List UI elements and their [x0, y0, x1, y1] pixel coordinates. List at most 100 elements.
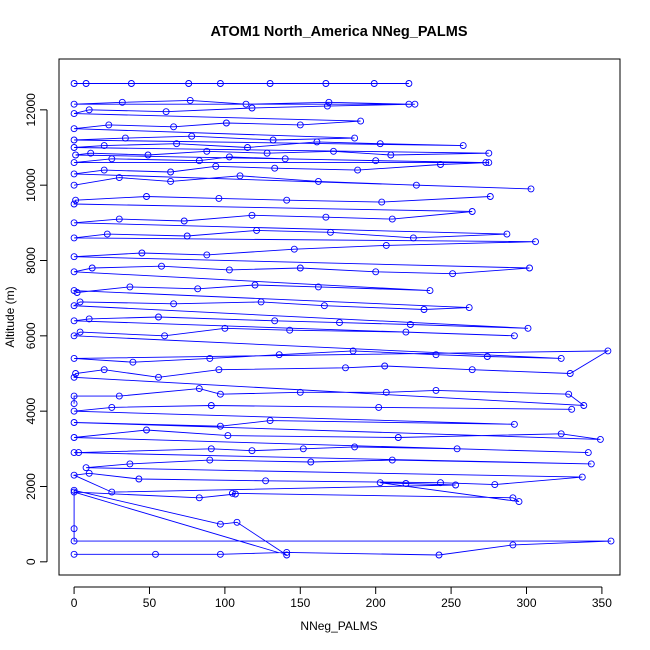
- data-point: [225, 266, 233, 274]
- data-point: [580, 402, 588, 409]
- data-point: [283, 196, 291, 204]
- data-point: [216, 390, 224, 398]
- data-point: [129, 358, 137, 366]
- data-point: [269, 136, 277, 144]
- data-point: [394, 434, 402, 441]
- data-point: [70, 449, 78, 457]
- data-point: [105, 121, 113, 129]
- data-point: [281, 155, 289, 163]
- x-axis: 0 50 100 150 200 250 300 350: [71, 586, 612, 610]
- data-point: [376, 479, 384, 487]
- data-point: [138, 249, 146, 257]
- x-tick-label: 250: [441, 596, 461, 610]
- y-tick-label: 12000: [24, 93, 38, 127]
- data-point: [435, 551, 443, 559]
- data-point: [70, 332, 78, 340]
- data-point: [314, 177, 322, 185]
- y-axis: 0 2000 4000 6000 8000 10000 12000: [24, 93, 48, 565]
- data-point: [578, 473, 586, 481]
- data-point: [155, 373, 162, 381]
- data-point: [420, 306, 428, 313]
- data-point: [82, 80, 90, 87]
- data-point: [216, 422, 224, 430]
- data-point: [432, 351, 440, 359]
- data-point: [426, 287, 434, 295]
- data-point: [378, 198, 386, 206]
- y-tick-label: 0: [24, 558, 38, 565]
- data-point: [188, 132, 196, 140]
- data-point: [212, 162, 220, 170]
- data-point: [216, 520, 224, 528]
- data-point: [437, 161, 444, 168]
- data-point: [70, 100, 78, 108]
- data-point: [231, 490, 239, 498]
- data-point: [100, 142, 108, 150]
- data-point: [604, 347, 612, 355]
- data-point: [409, 234, 417, 242]
- data-point: [222, 119, 230, 127]
- data-point: [266, 80, 274, 87]
- data-point: [195, 494, 203, 502]
- y-tick-label: 10000: [24, 168, 38, 202]
- data-point: [370, 80, 378, 87]
- data-point: [70, 317, 78, 325]
- data-point: [70, 392, 78, 400]
- data-point: [203, 251, 211, 259]
- series-line-1: [72, 196, 610, 407]
- data-point: [70, 407, 78, 415]
- data-point: [468, 366, 476, 374]
- data-point: [207, 445, 215, 453]
- data-point: [253, 226, 261, 234]
- y-tick-label: 8000: [24, 247, 38, 274]
- data-point: [296, 121, 304, 129]
- data-point: [215, 366, 223, 374]
- data-point: [70, 159, 78, 167]
- data-point: [491, 481, 499, 489]
- data-point: [336, 319, 343, 327]
- data-point: [228, 489, 236, 497]
- data-point: [349, 347, 357, 355]
- data-point: [587, 460, 595, 468]
- data-point: [382, 388, 390, 396]
- data-point: [127, 80, 135, 87]
- data-point: [70, 488, 78, 496]
- data-point: [195, 157, 203, 165]
- data-point: [70, 525, 78, 533]
- y-tick-label: 4000: [24, 397, 38, 424]
- data-point: [372, 157, 380, 165]
- data-point: [568, 405, 576, 413]
- data-point: [482, 159, 490, 167]
- data-point: [248, 447, 256, 455]
- x-axis-label: NNeg_PALMS: [300, 619, 377, 633]
- data-point: [70, 302, 78, 310]
- x-tick-label: 50: [143, 596, 157, 610]
- data-point: [515, 498, 523, 506]
- data-point: [216, 550, 224, 558]
- data-point: [167, 168, 175, 176]
- data-point: [155, 313, 162, 321]
- data-point: [325, 98, 333, 106]
- data-point: [85, 106, 93, 114]
- data-point: [115, 174, 123, 182]
- data-point: [271, 164, 279, 172]
- data-point: [88, 264, 96, 272]
- data-point: [388, 456, 396, 464]
- data-point: [115, 215, 123, 223]
- data-point: [330, 147, 337, 155]
- data-point: [453, 445, 461, 453]
- series-line-0: [72, 405, 612, 556]
- data-point: [382, 241, 390, 249]
- data-point: [296, 388, 304, 396]
- data-point: [225, 153, 233, 161]
- data-point: [135, 475, 143, 483]
- data-point: [524, 324, 532, 332]
- data-point: [70, 125, 78, 133]
- x-tick-label: 100: [215, 596, 235, 610]
- data-point: [70, 268, 78, 276]
- data-point: [242, 100, 250, 108]
- data-point: [70, 110, 78, 118]
- data-point: [143, 193, 150, 200]
- data-point: [82, 464, 90, 472]
- data-point: [72, 370, 80, 377]
- data-point: [452, 481, 460, 489]
